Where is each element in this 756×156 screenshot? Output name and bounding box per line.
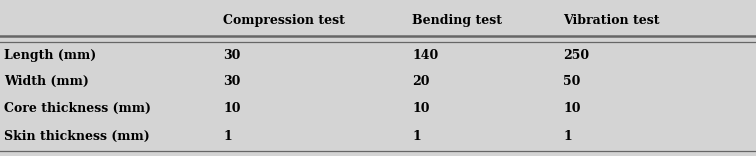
- Text: 250: 250: [563, 49, 590, 62]
- Text: 140: 140: [412, 49, 438, 62]
- Text: Core thickness (mm): Core thickness (mm): [4, 102, 150, 115]
- Text: Compression test: Compression test: [223, 14, 345, 27]
- Text: 10: 10: [412, 102, 429, 115]
- Text: Width (mm): Width (mm): [4, 75, 88, 88]
- Text: 10: 10: [563, 102, 581, 115]
- Text: 10: 10: [223, 102, 240, 115]
- Text: 50: 50: [563, 75, 581, 88]
- Text: 1: 1: [223, 130, 232, 143]
- Text: Bending test: Bending test: [412, 14, 502, 27]
- Text: 1: 1: [563, 130, 572, 143]
- Text: 30: 30: [223, 49, 240, 62]
- Text: 20: 20: [412, 75, 429, 88]
- Text: Length (mm): Length (mm): [4, 49, 96, 62]
- Text: Vibration test: Vibration test: [563, 14, 660, 27]
- Text: 30: 30: [223, 75, 240, 88]
- Text: 1: 1: [412, 130, 421, 143]
- Text: Skin thickness (mm): Skin thickness (mm): [4, 130, 150, 143]
